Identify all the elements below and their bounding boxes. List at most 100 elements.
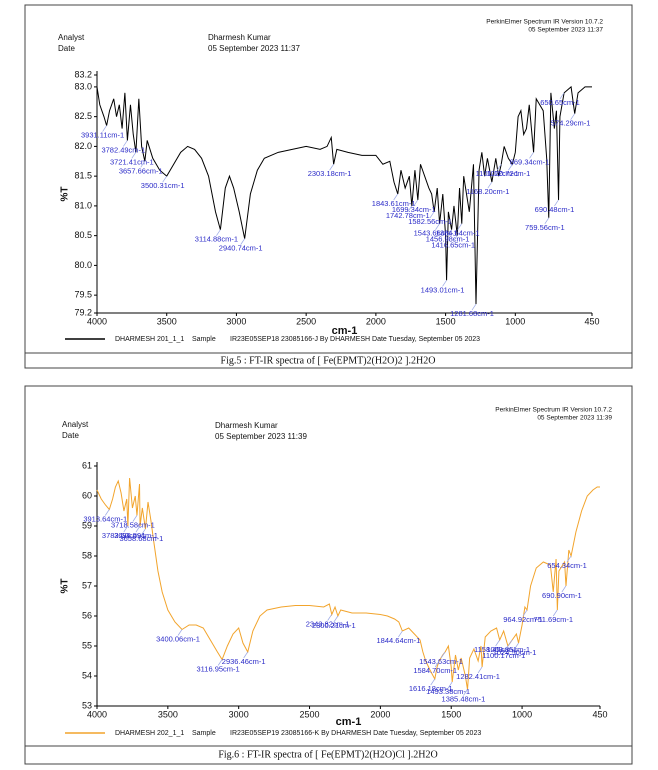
y-tick-label: 59 [82, 520, 92, 530]
peak-label: 1069.85cm-1 [486, 645, 530, 654]
peak-leader [104, 509, 110, 516]
date-label: Date [62, 431, 79, 440]
peak-label: 1168.20cm-1 [466, 187, 509, 196]
peak-label: 2940.74cm-1 [219, 244, 263, 253]
y-tick-label: 53 [82, 700, 92, 710]
peak-leader [243, 651, 248, 659]
peak-label: 1493.38cm-1 [426, 687, 470, 696]
peak-leader [503, 645, 509, 653]
peak-label: 1843.61cm-1 [372, 199, 416, 208]
peak-leader [440, 651, 446, 659]
peak-label: 2936.46cm-1 [222, 657, 266, 666]
x-axis-label: cm-1 [332, 325, 358, 337]
peak-label: 2343.82cm-1 [306, 619, 350, 628]
peak-leader [393, 193, 398, 201]
x-tick-label: 1500 [441, 709, 461, 719]
x-tick-label: 2000 [366, 316, 386, 326]
figure-frame [24, 4, 633, 369]
y-tick-label: 79.2 [74, 307, 92, 317]
y-axis-label: %T [60, 187, 71, 202]
x-tick-label: 450 [592, 709, 607, 719]
x-tick-label: 4000 [87, 709, 107, 719]
peak-label: 1742.78cm-1 [386, 211, 430, 220]
y-tick-label: 82.5 [74, 111, 92, 121]
peak-label: 1020.72cm-1 [487, 169, 531, 178]
y-tick-label: 83.2 [74, 69, 92, 79]
peak-label: 3931.11cm-1 [81, 131, 124, 140]
peak-leader [529, 152, 534, 159]
peak-label: 1384.64cm-1 [436, 229, 480, 238]
peak-label: 759.56cm-1 [525, 223, 565, 232]
spectrum-line [96, 477, 600, 690]
date: 05 September 2023 11:39 [215, 432, 307, 441]
peak-leader [413, 199, 419, 207]
y-tick-label: 55 [82, 640, 92, 650]
peak-leader [102, 125, 107, 132]
peak-label: 690.48cm-1 [535, 205, 575, 214]
peak-leader [333, 615, 339, 623]
analyst: Dharmesh Kumar [208, 33, 271, 42]
peak-label: 3116.95cm-1 [197, 664, 240, 673]
y-tick-label: 57 [82, 580, 92, 590]
software: PerkinElmer Spectrum IR Version 10.7.2 [486, 19, 603, 26]
figure-frame [24, 385, 633, 765]
x-tick-label: 450 [584, 316, 599, 326]
peak-leader [162, 175, 167, 183]
x-axis-label: cm-1 [336, 716, 362, 728]
peak-leader [477, 666, 483, 674]
peak-label: 1456.98cm-1 [426, 235, 470, 244]
peak-leader [240, 238, 245, 245]
peak-label: 1582.56cm-1 [408, 217, 452, 226]
x-tick-label: 2000 [370, 709, 390, 719]
caption: Fig.6 : FT-IR spectra of [ Fe(EPMT)2(H2O… [218, 749, 437, 760]
peak-leader [447, 681, 453, 689]
legend-info: IR23E05SEP18 23085166-J By DHARMESH Date… [230, 336, 480, 343]
peak-label: 3114.88cm-1 [195, 235, 238, 244]
peak-leader [135, 525, 141, 533]
peak-leader [430, 678, 436, 686]
peak-label: 1416.65cm-1 [431, 241, 475, 250]
peak-label: 1100.17cm-1 [482, 651, 525, 660]
peak-leader [327, 614, 332, 621]
peak-label: 3696.59cm-1 [114, 531, 158, 540]
peak-leader [132, 515, 138, 522]
peak-leader [508, 164, 513, 171]
peak-label: 869.34cm-1 [510, 157, 550, 166]
peak-label: 1158.45cm-1 [474, 645, 517, 654]
y-tick-label: 80.5 [74, 230, 92, 240]
peak-leader [495, 639, 500, 647]
peak-label: 3782.50cm-1 [102, 531, 146, 540]
peak-label: 964.92cm-1 [503, 615, 543, 624]
peak-leader [496, 164, 502, 171]
peak-label: 3721.41cm-1 [110, 157, 154, 166]
x-tick-label: 1500 [436, 316, 456, 326]
x-tick-label: 1000 [505, 316, 525, 326]
peak-leader [435, 223, 440, 230]
peak-leader [522, 609, 528, 617]
peak-leader [552, 609, 558, 617]
peak-label: 1385.48cm-1 [442, 694, 486, 703]
peak-leader [544, 217, 550, 224]
peak-leader [398, 630, 403, 638]
software-date: 05 September 2023 11:39 [537, 415, 612, 422]
peak-label: 2303.18cm-1 [308, 169, 352, 178]
analyst-label: Analyst [58, 33, 85, 42]
peak-leader [217, 659, 223, 666]
peak-label: 690.90cm-1 [542, 591, 582, 600]
peak-label: 1024.50cm-1 [493, 648, 537, 657]
x-tick-label: 1000 [512, 709, 532, 719]
peak-leader [561, 585, 567, 593]
y-tick-label: 54 [82, 670, 92, 680]
peak-label: 1543.66cm-1 [414, 229, 458, 238]
peak-leader [457, 223, 462, 230]
peak-label: 1282.41cm-1 [456, 672, 500, 681]
x-tick-label: 3000 [226, 316, 246, 326]
software-date: 05 September 2023 11:37 [528, 27, 603, 34]
y-tick-label: 83.0 [74, 81, 92, 91]
y-axis-label: %T [60, 579, 71, 594]
peak-label: 3400.06cm-1 [156, 634, 200, 643]
peak-label: 1699.34cm-1 [392, 205, 436, 214]
peak-leader [216, 229, 221, 236]
peak-label: 650.65cm-1 [540, 98, 580, 107]
